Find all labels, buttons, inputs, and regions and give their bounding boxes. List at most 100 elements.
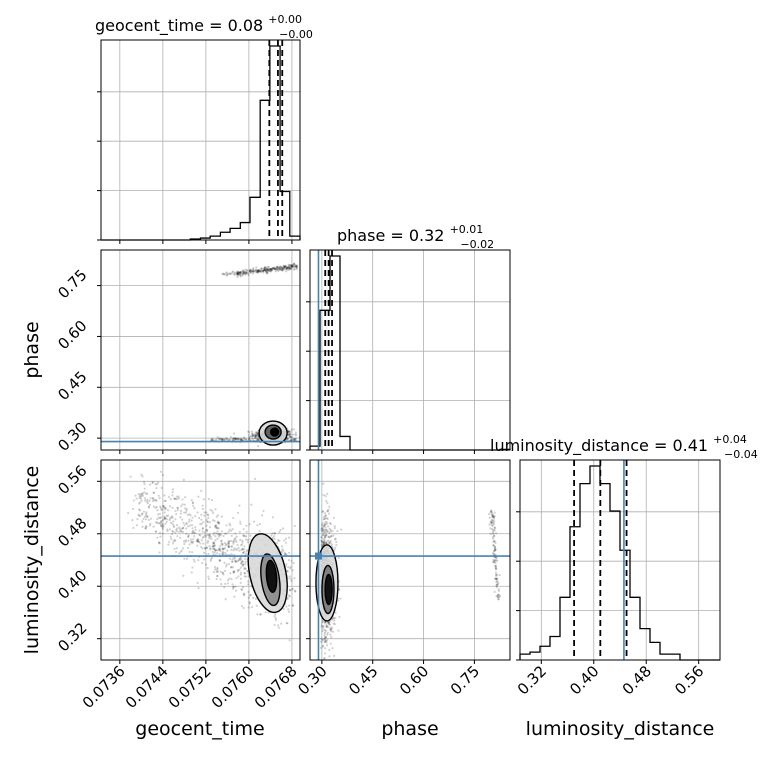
sample-point-luminosity-distance-vs-geocent-time-360: [192, 540, 195, 543]
sample-point-luminosity-distance-vs-geocent-time-862: [174, 539, 177, 542]
sample-point-luminosity-distance-vs-geocent-time-1095: [243, 566, 246, 569]
sample-point-luminosity-distance-vs-geocent-time-546: [161, 532, 164, 535]
sample-point-phase-vs-geocent-time-923: [255, 269, 258, 272]
sample-point-luminosity-distance-vs-geocent-time-968: [232, 570, 235, 573]
sample-point-phase-vs-geocent-time-426: [250, 434, 253, 437]
sample-point-luminosity-distance-vs-phase-365: [329, 542, 332, 545]
sample-point-luminosity-distance-vs-geocent-time-778: [144, 525, 147, 528]
sample-point-luminosity-distance-vs-phase-723: [325, 528, 328, 531]
sample-point-luminosity-distance-vs-geocent-time-793: [196, 511, 199, 514]
sample-point-luminosity-distance-vs-geocent-time-806: [168, 540, 171, 543]
sample-point-luminosity-distance-vs-geocent-time-928: [285, 622, 288, 625]
sample-point-phase-vs-geocent-time-927: [248, 269, 252, 272]
sample-point-luminosity-distance-vs-geocent-time-214: [228, 522, 231, 525]
sample-point-phase-vs-geocent-time-640: [221, 439, 225, 442]
sample-point-luminosity-distance-vs-phase-522: [337, 629, 340, 632]
sample-point-luminosity-distance-vs-geocent-time-413: [184, 539, 188, 542]
sample-point-phase-vs-geocent-time-524: [294, 438, 297, 441]
sample-point-luminosity-distance-vs-geocent-time-960: [142, 480, 146, 484]
sample-point-phase-vs-geocent-time-745: [291, 263, 294, 267]
x-tick-label-phase-2: 0.60: [396, 662, 432, 698]
sample-point-phase-vs-geocent-time-934: [290, 265, 294, 268]
sample-point-luminosity-distance-vs-phase-847: [322, 525, 325, 528]
sample-point-luminosity-distance-vs-geocent-time-630: [192, 504, 195, 508]
sample-point-luminosity-distance-vs-geocent-time-501: [141, 525, 144, 528]
sample-point-phase-vs-geocent-time-753: [269, 267, 273, 271]
sample-point-luminosity-distance-vs-phase-1019: [497, 581, 500, 584]
sample-point-phase-vs-geocent-time-794: [274, 267, 277, 270]
sample-point-luminosity-distance-vs-geocent-time-514: [158, 542, 161, 545]
sample-point-phase-vs-geocent-time-730: [277, 266, 280, 269]
sample-point-luminosity-distance-vs-geocent-time-278: [244, 567, 247, 570]
sample-point-luminosity-distance-vs-geocent-time-665: [191, 502, 194, 505]
sample-point-luminosity-distance-vs-geocent-time-104: [149, 524, 152, 527]
sample-point-luminosity-distance-vs-phase-944: [491, 524, 494, 527]
sample-point-phase-vs-geocent-time-733: [282, 267, 285, 270]
sample-point-phase-vs-geocent-time-705: [265, 271, 268, 274]
y-tick-label-luminosity-distance-0: 0.32: [54, 619, 90, 655]
sample-point-luminosity-distance-vs-phase-973: [490, 510, 493, 514]
sample-point-luminosity-distance-vs-geocent-time-1000: [197, 539, 200, 542]
x-tick-label-geocent-time-1: 0.0744: [122, 662, 172, 712]
sample-point-luminosity-distance-vs-geocent-time-609: [273, 532, 276, 535]
sample-point-luminosity-distance-vs-phase-281: [327, 525, 330, 528]
sample-point-luminosity-distance-vs-geocent-time-165: [252, 596, 255, 599]
sample-point-luminosity-distance-vs-geocent-time-867: [151, 481, 154, 484]
sample-point-luminosity-distance-vs-geocent-time-68: [206, 520, 209, 523]
sample-point-phase-vs-geocent-time-792: [285, 270, 288, 273]
sample-point-luminosity-distance-vs-phase-508: [325, 542, 328, 545]
sample-point-luminosity-distance-vs-phase-194: [320, 540, 323, 543]
sample-point-luminosity-distance-vs-geocent-time-660: [191, 516, 194, 519]
sample-point-phase-vs-geocent-time-709: [263, 268, 266, 271]
sample-point-phase-vs-geocent-time-888: [271, 267, 274, 271]
sample-point-phase-vs-geocent-time-864: [265, 270, 268, 273]
sample-point-phase-vs-geocent-time-821: [269, 268, 272, 271]
sample-point-luminosity-distance-vs-geocent-time-332: [242, 534, 245, 537]
sample-point-phase-vs-geocent-time-788: [292, 265, 295, 268]
sample-point-luminosity-distance-vs-geocent-time-982: [224, 582, 227, 585]
sample-point-phase-vs-geocent-time-836: [256, 269, 260, 272]
sample-point-luminosity-distance-vs-geocent-time-1023: [209, 547, 212, 550]
sample-point-luminosity-distance-vs-phase-221: [320, 527, 323, 530]
sample-point-luminosity-distance-vs-phase-972: [491, 524, 494, 527]
sample-point-luminosity-distance-vs-phase-799: [330, 630, 333, 633]
sample-point-luminosity-distance-vs-geocent-time-744: [240, 544, 243, 547]
sample-point-phase-vs-geocent-time-841: [250, 270, 253, 273]
sample-point-phase-vs-geocent-time-928: [237, 271, 240, 274]
sample-point-phase-vs-geocent-time-712: [265, 268, 269, 272]
sample-point-phase-vs-geocent-time-868: [293, 264, 297, 267]
sample-point-luminosity-distance-vs-geocent-time-132: [190, 541, 193, 544]
sample-point-luminosity-distance-vs-geocent-time-738: [214, 549, 217, 552]
sample-point-luminosity-distance-vs-geocent-time-1078: [214, 539, 217, 542]
sample-point-luminosity-distance-vs-geocent-time-519: [287, 610, 291, 613]
sample-point-phase-vs-geocent-time-259: [289, 436, 292, 439]
sample-point-phase-vs-geocent-time-871: [276, 267, 279, 270]
sample-point-luminosity-distance-vs-geocent-time-279: [241, 547, 244, 550]
sample-point-luminosity-distance-vs-phase-142: [322, 529, 325, 532]
sample-point-phase-vs-geocent-time-911: [282, 266, 285, 269]
sample-point-luminosity-distance-vs-geocent-time-1083: [211, 509, 214, 512]
sample-point-phase-vs-geocent-time-761: [256, 271, 260, 274]
sample-point-phase-vs-geocent-time-861: [288, 267, 292, 270]
sample-point-luminosity-distance-vs-geocent-time-874: [171, 516, 174, 519]
sample-point-luminosity-distance-vs-phase-945: [490, 512, 494, 515]
sample-point-luminosity-distance-vs-phase-90: [332, 662, 334, 664]
sample-point-luminosity-distance-vs-geocent-time-93: [155, 505, 158, 508]
sample-point-luminosity-distance-vs-geocent-time-754: [258, 522, 261, 526]
sample-point-luminosity-distance-vs-geocent-time-892: [273, 623, 276, 627]
sample-point-luminosity-distance-vs-geocent-time-240: [223, 547, 227, 550]
sample-point-luminosity-distance-vs-geocent-time-48: [160, 520, 163, 523]
y-tick-label-phase-3: 0.75: [54, 266, 90, 302]
sample-point-luminosity-distance-vs-geocent-time-934: [131, 507, 135, 511]
sample-point-phase-vs-geocent-time-554: [257, 438, 260, 441]
sample-point-luminosity-distance-vs-geocent-time-1071: [211, 550, 214, 554]
sample-point-luminosity-distance-vs-geocent-time-457: [208, 526, 212, 529]
sample-point-luminosity-distance-vs-phase-952: [494, 573, 498, 576]
y-axis-label-luminosity-distance: luminosity_distance: [21, 466, 43, 655]
x-tick-label-geocent-time-3: 0.0760: [208, 662, 258, 712]
sample-point-luminosity-distance-vs-geocent-time-516: [185, 557, 189, 560]
sample-point-luminosity-distance-vs-geocent-time-49: [217, 548, 220, 551]
sample-point-luminosity-distance-vs-geocent-time-696: [145, 500, 149, 503]
sample-point-phase-vs-geocent-time-917: [252, 272, 255, 275]
sample-point-luminosity-distance-vs-geocent-time-1009: [191, 532, 194, 535]
